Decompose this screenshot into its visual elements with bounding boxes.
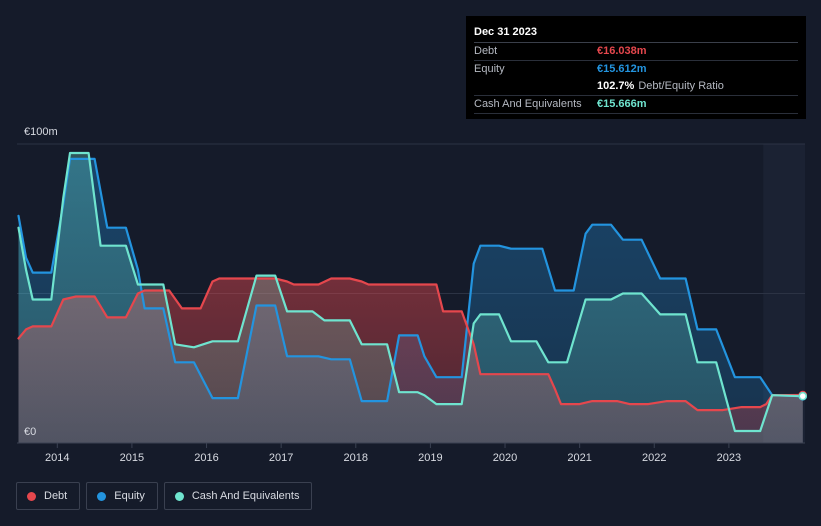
series-lines — [17, 151, 804, 433]
end-markers — [798, 390, 808, 401]
legend-equity-label: Equity — [114, 490, 145, 502]
tooltip-equity-value: €15.612m — [597, 63, 647, 75]
line-cash-and-equivalents — [17, 151, 804, 433]
area-cash-and-equivalents — [18, 153, 803, 443]
y-tick-label-100: €100m — [24, 126, 58, 138]
tooltip-equity-label: Equity — [474, 63, 505, 75]
marker-cash-and-equivalents — [798, 391, 808, 401]
legend-item-equity[interactable]: Equity — [86, 482, 158, 510]
legend-equity-dot-icon — [97, 491, 107, 501]
tooltip-ratio-row: 102.7% Debt/Equity Ratio — [474, 78, 798, 96]
line-debt — [17, 277, 804, 412]
tooltip-ratio-value: 102.7% — [597, 80, 635, 92]
legend-cash-dot-icon — [174, 491, 184, 501]
tooltip-panel: Dec 31 2023 Debt €16.038m Equity €15.612… — [466, 16, 806, 119]
x-tick-label-2014: 2014 — [45, 452, 69, 464]
x-tick-label-2020: 2020 — [493, 452, 517, 464]
tooltip-cash-row: Cash And Equivalents €15.666m — [474, 96, 798, 114]
x-tick-label-2023: 2023 — [717, 452, 741, 464]
tooltip-ratio-label: Debt/Equity Ratio — [638, 80, 724, 92]
legend-debt-label: Debt — [44, 490, 68, 502]
tooltip-debt-row: Debt €16.038m — [474, 43, 798, 61]
legend-item-debt[interactable]: Debt — [16, 482, 81, 510]
tooltip-date: Dec 31 2023 — [474, 24, 798, 43]
tooltip-cash-label: Cash And Equivalents — [474, 98, 582, 110]
x-tick-label-2022: 2022 — [642, 452, 666, 464]
legend: Debt Equity Cash And Equivalents — [16, 482, 313, 510]
x-tick-label-2017: 2017 — [269, 452, 293, 464]
tooltip-debt-value: €16.038m — [597, 45, 647, 57]
x-tick-label-2018: 2018 — [344, 452, 368, 464]
legend-cash-label: Cash And Equivalents — [191, 490, 300, 502]
legend-item-cash[interactable]: Cash And Equivalents — [163, 482, 313, 510]
x-tick-label-2021: 2021 — [567, 452, 591, 464]
tooltip-cash-value: €15.666m — [597, 98, 647, 110]
x-tick-label-2019: 2019 — [418, 452, 442, 464]
x-tick-label-2016: 2016 — [194, 452, 218, 464]
tooltip-equity-row: Equity €15.612m — [474, 61, 798, 78]
y-axis: €0 €100m — [24, 126, 58, 438]
tooltip-debt-label: Debt — [474, 45, 498, 57]
y-tick-label-0: €0 — [24, 426, 36, 438]
x-axis: 2014 2015 2016 2017 2018 2019 2020 2021 2022 2023 — [17, 442, 805, 464]
x-tick-label-2015: 2015 — [120, 452, 144, 464]
legend-debt-dot-icon — [27, 491, 36, 501]
line-equity — [17, 157, 804, 403]
